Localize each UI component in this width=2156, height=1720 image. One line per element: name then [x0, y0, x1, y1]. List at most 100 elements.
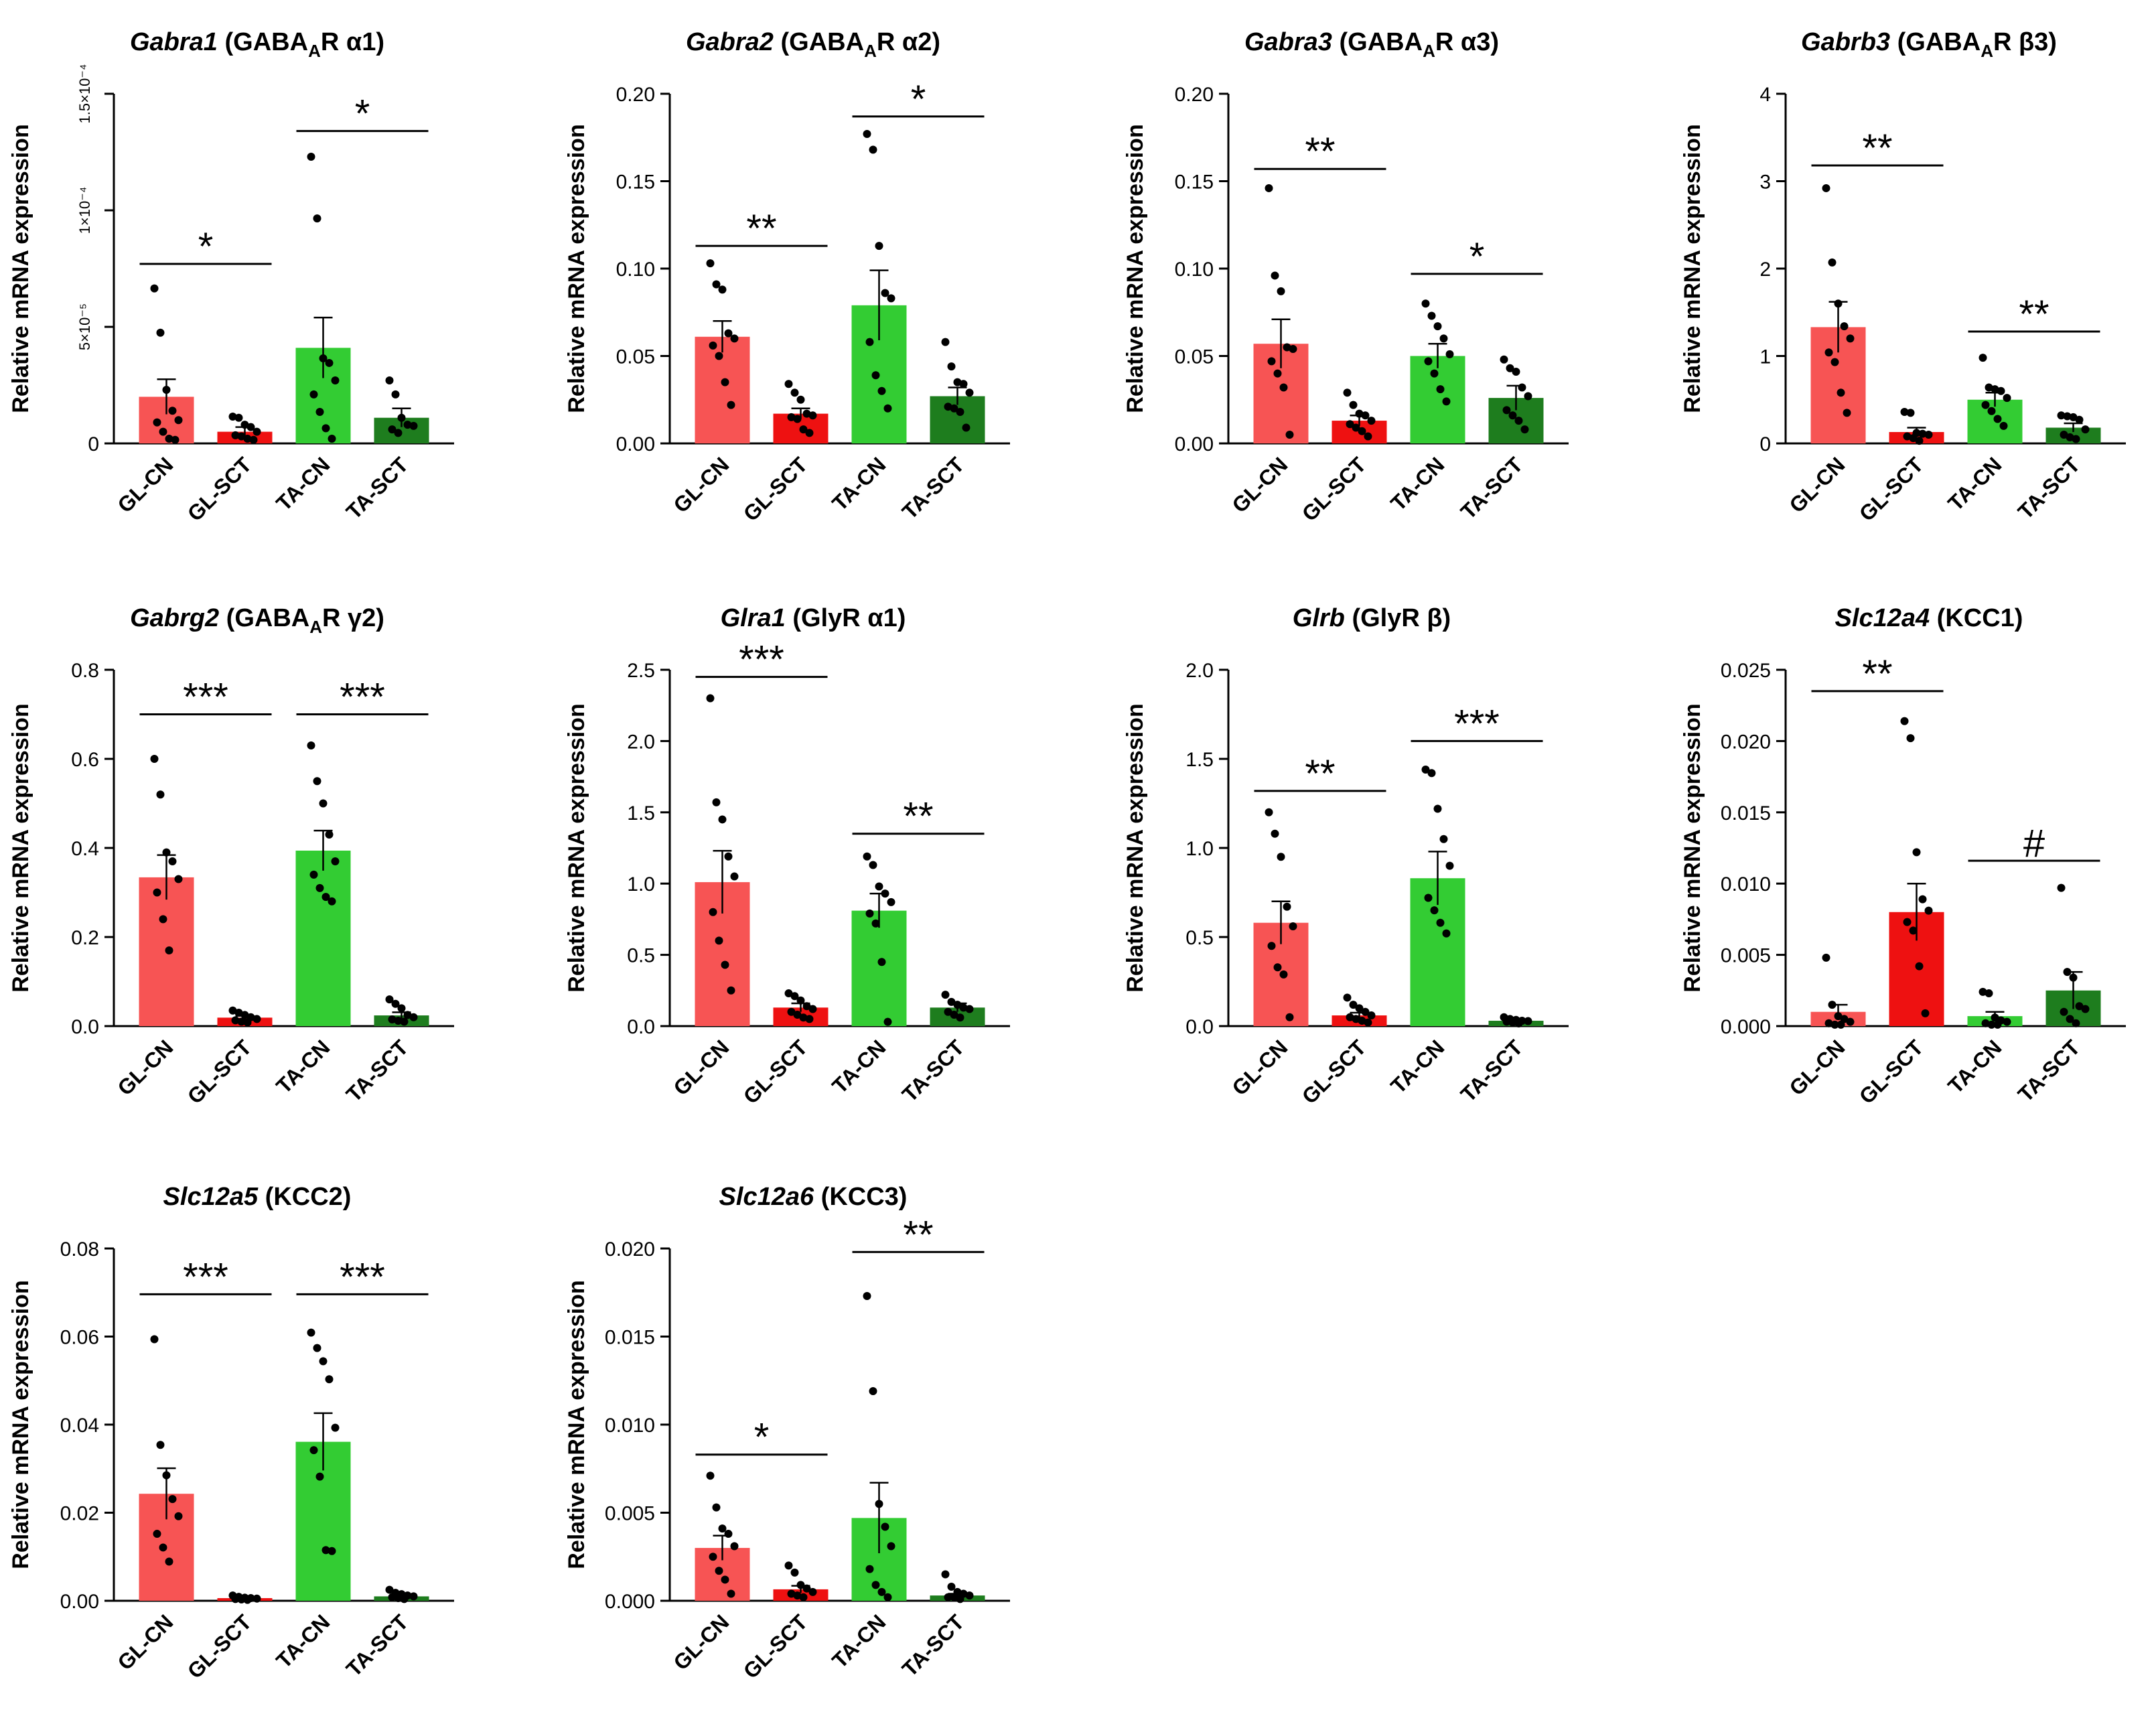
significance-label: ** — [1305, 752, 1335, 796]
data-point — [887, 294, 895, 303]
data-point — [156, 328, 165, 337]
y-tick-label: 0.10 — [616, 259, 655, 281]
data-point — [796, 1581, 805, 1589]
data-point — [2072, 435, 2080, 443]
data-point — [397, 413, 406, 422]
y-tick-label: 1.0 — [1185, 838, 1214, 860]
data-point — [394, 1594, 403, 1603]
title-gene: Gabra3 — [1244, 28, 1332, 56]
data-point — [1830, 358, 1839, 366]
title-gene: Slc12a4 — [1835, 604, 1930, 632]
data-point — [243, 1595, 252, 1604]
data-point — [1343, 993, 1352, 1002]
data-point — [1993, 1020, 2002, 1029]
data-point — [231, 1016, 240, 1025]
data-point — [2063, 412, 2072, 421]
data-point — [2066, 433, 2074, 441]
y-tick-label: 1.0 — [627, 873, 655, 895]
data-point — [159, 915, 167, 924]
chart-panel-Slc12a5: Slc12a5 (KCC2) Relative mRNA expression 0.… — [8, 1183, 454, 1683]
y-tick-label: 0.6 — [71, 749, 99, 771]
x-tick-label-GL-CN: GL-CN — [1227, 452, 1292, 517]
data-point — [1439, 334, 1448, 343]
data-point — [1828, 258, 1837, 267]
data-point — [875, 1500, 883, 1508]
data-point — [1285, 1013, 1294, 1021]
data-point — [808, 1587, 817, 1596]
data-point — [162, 848, 171, 857]
data-point — [1985, 989, 1993, 998]
y-tick-label: 0 — [1759, 433, 1771, 455]
x-tick-label-TA-SCT: TA-SCT — [897, 1609, 969, 1681]
data-point — [231, 1595, 240, 1603]
data-point — [1277, 853, 1285, 861]
data-point — [253, 1594, 261, 1603]
data-point — [313, 777, 321, 786]
y-axis-label: Relative mRNA expression — [1680, 124, 1705, 413]
title-rest: (KCC3) — [814, 1183, 907, 1211]
y-tick-label: 0.00 — [1175, 433, 1214, 455]
x-tick-label-TA-SCT: TA-SCT — [342, 1609, 413, 1681]
data-point — [877, 1587, 886, 1596]
data-point — [1993, 415, 2002, 423]
y-axis-label: Relative mRNA expression — [8, 1280, 33, 1569]
data-point — [2060, 430, 2068, 439]
data-point — [787, 1589, 796, 1598]
data-point — [1500, 355, 1508, 364]
data-point — [1364, 1018, 1372, 1027]
data-point — [403, 421, 412, 429]
data-point — [1837, 388, 1845, 397]
title-gene: Glrb — [1293, 604, 1345, 632]
data-point — [319, 799, 328, 808]
data-point — [2081, 425, 2090, 434]
y-tick-label: 1.5 — [627, 802, 655, 825]
title-gene: Gabrg2 — [130, 604, 219, 632]
data-point — [1903, 918, 1912, 926]
significance-label: *** — [1454, 702, 1500, 745]
data-point — [400, 1017, 409, 1026]
chart-title: Slc12a6 (KCC3) — [719, 1183, 908, 1211]
data-point — [1279, 970, 1288, 979]
y-tick-label: 0.015 — [1721, 802, 1771, 825]
data-point — [150, 284, 159, 293]
data-point — [1346, 1013, 1354, 1021]
data-point — [1367, 1011, 1376, 1020]
data-point — [153, 888, 161, 897]
data-point — [159, 427, 167, 436]
data-point — [944, 1593, 952, 1601]
x-tick-label-GL-SCT: GL-SCT — [183, 1035, 257, 1108]
data-point — [724, 1530, 733, 1538]
data-point — [1442, 397, 1451, 406]
data-point — [388, 1593, 397, 1601]
data-point — [1900, 717, 1909, 725]
data-point — [802, 409, 811, 418]
data-point — [243, 435, 252, 443]
data-point — [234, 1009, 243, 1017]
data-point — [319, 1357, 328, 1366]
data-point — [153, 418, 161, 427]
data-point — [953, 378, 962, 386]
data-point — [2003, 1017, 2011, 1026]
data-point — [950, 404, 958, 413]
data-point — [869, 861, 877, 869]
data-point — [171, 435, 179, 444]
data-point — [309, 1446, 318, 1455]
data-point — [796, 395, 805, 404]
data-point — [877, 958, 886, 966]
x-tick-label-GL-SCT: GL-SCT — [739, 1035, 812, 1108]
data-point — [1915, 437, 1924, 445]
data-point — [319, 354, 328, 362]
data-point — [802, 1584, 811, 1593]
data-point — [796, 996, 805, 1005]
data-point — [1981, 1019, 1990, 1027]
y-tick-label: 0.20 — [1175, 84, 1214, 106]
data-point — [802, 1002, 811, 1011]
data-point — [1918, 429, 1927, 438]
data-point — [1358, 1017, 1366, 1025]
data-point — [1355, 409, 1364, 418]
data-point — [2063, 968, 2072, 977]
data-point — [1346, 420, 1354, 429]
data-point — [1445, 861, 1454, 870]
data-point — [153, 1530, 161, 1538]
